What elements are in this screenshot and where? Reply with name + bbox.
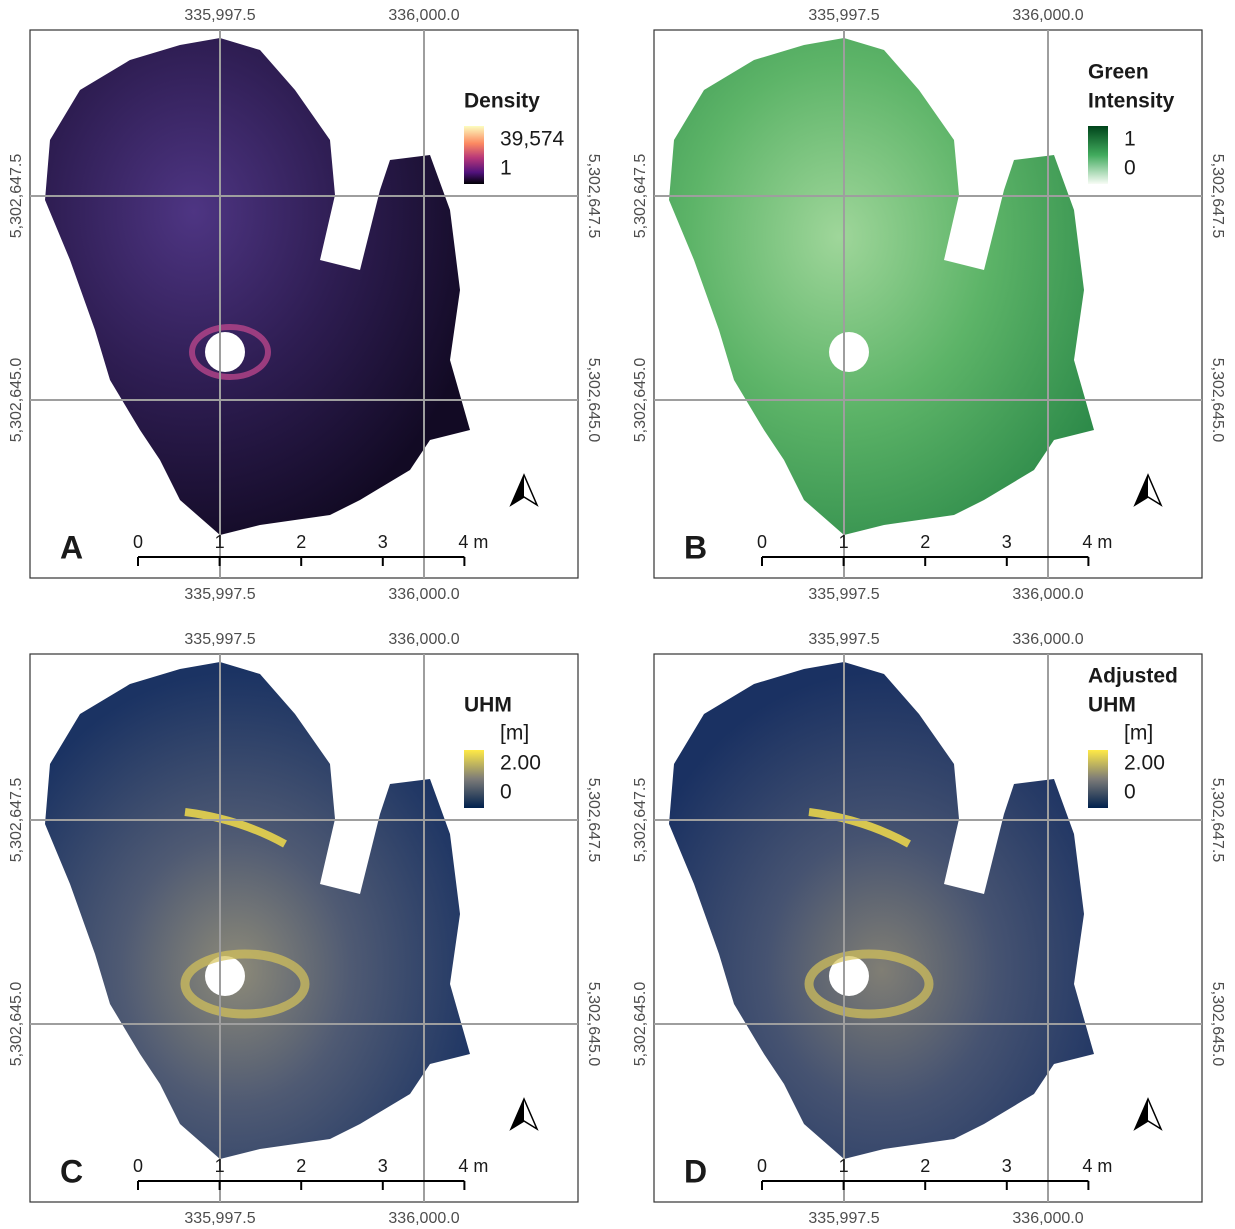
y-tick-label: 5,302,647.5 [1209,154,1226,239]
scale-label: 3 [1002,532,1012,552]
x-tick-label: 336,000.0 [1012,631,1083,648]
legend-label: 2.00 [1124,752,1165,775]
legend-label: 1 [1124,128,1136,151]
legend-label: 0 [1124,157,1136,180]
y-tick-label: 5,302,647.5 [8,778,25,863]
legend-title: Intensity [1088,90,1175,113]
scale-label: 4 m [458,1156,488,1176]
y-tick-label: 5,302,645.0 [632,358,649,443]
scale-label: 2 [920,532,930,552]
y-tick-label: 5,302,645.0 [8,358,25,443]
scale-label: 4 m [1082,532,1112,552]
canopy-gap [829,332,869,372]
panel-letter: A [60,529,83,565]
x-tick-label: 336,000.0 [388,586,459,603]
legend-title: Density [464,90,540,113]
map-panel: 335,997.5 335,997.5 336,000.0 336,000.0 5,30… [632,631,1226,1227]
y-tick-label: 5,302,645.0 [8,982,25,1067]
y-tick-label: 5,302,647.5 [632,154,649,239]
legend-colorbar [464,126,484,184]
scale-label: 2 [296,1156,306,1176]
x-tick-label: 335,997.5 [184,1210,255,1227]
panel-letter: D [684,1153,707,1189]
map-figure: 335,997.5 335,997.5 336,000.0 336,000.0 5,30… [0,0,1235,1229]
x-tick-label: 335,997.5 [184,631,255,648]
legend-colorbar [1088,126,1108,184]
scale-label: 1 [839,532,849,552]
scale-label: 3 [1002,1156,1012,1176]
x-tick-label: 335,997.5 [808,7,879,24]
x-tick-label: 335,997.5 [808,631,879,648]
legend-colorbar [1088,750,1108,808]
y-tick-label: 5,302,645.0 [1209,982,1226,1067]
legend-label: 1 [500,157,512,180]
x-tick-label: 335,997.5 [184,586,255,603]
legend-label: 0 [500,781,512,804]
map-panel: 335,997.5 335,997.5 336,000.0 336,000.0 5,30… [8,631,602,1227]
panel-letter: B [684,529,707,565]
legend-title: UHM [1088,694,1136,717]
legend-title: UHM [464,694,512,717]
x-tick-label: 336,000.0 [388,7,459,24]
scale-label: 2 [296,532,306,552]
y-tick-label: 5,302,645.0 [632,982,649,1067]
y-tick-label: 5,302,645.0 [1209,358,1226,443]
scale-label: 0 [133,1156,143,1176]
y-tick-label: 5,302,647.5 [632,778,649,863]
legend-label: 0 [1124,781,1136,804]
x-tick-label: 335,997.5 [808,586,879,603]
scale-label: 1 [215,532,225,552]
x-tick-label: 336,000.0 [388,1210,459,1227]
legend-unit: [m] [1124,722,1153,745]
scale-label: 4 m [1082,1156,1112,1176]
panel-letter: C [60,1153,83,1189]
scale-label: 0 [757,1156,767,1176]
scale-label: 3 [378,1156,388,1176]
legend-title: Adjusted [1088,665,1178,688]
legend-label: 2.00 [500,752,541,775]
y-tick-label: 5,302,647.5 [585,154,602,239]
y-tick-label: 5,302,647.5 [8,154,25,239]
scale-label: 2 [920,1156,930,1176]
y-tick-label: 5,302,647.5 [1209,778,1226,863]
map-panel: 335,997.5 335,997.5 336,000.0 336,000.0 5,30… [632,7,1226,603]
scale-label: 1 [839,1156,849,1176]
legend-unit: [m] [500,722,529,745]
x-tick-label: 336,000.0 [1012,1210,1083,1227]
scale-label: 1 [215,1156,225,1176]
y-tick-label: 5,302,645.0 [585,982,602,1067]
x-tick-label: 336,000.0 [1012,7,1083,24]
x-tick-label: 335,997.5 [808,1210,879,1227]
x-tick-label: 335,997.5 [184,7,255,24]
scale-label: 4 m [458,532,488,552]
figure: 335,997.5 335,997.5 336,000.0 336,000.0 5,30… [0,0,1235,1229]
y-tick-label: 5,302,645.0 [585,358,602,443]
scale-label: 0 [133,532,143,552]
x-tick-label: 336,000.0 [1012,586,1083,603]
scale-label: 3 [378,532,388,552]
legend-title: Green [1088,61,1149,84]
map-panel: 335,997.5 335,997.5 336,000.0 336,000.0 5,30… [8,7,602,603]
scale-label: 0 [757,532,767,552]
legend-colorbar [464,750,484,808]
canopy-gap [205,332,245,372]
y-tick-label: 5,302,647.5 [585,778,602,863]
x-tick-label: 336,000.0 [388,631,459,648]
legend-label: 39,574 [500,128,565,151]
